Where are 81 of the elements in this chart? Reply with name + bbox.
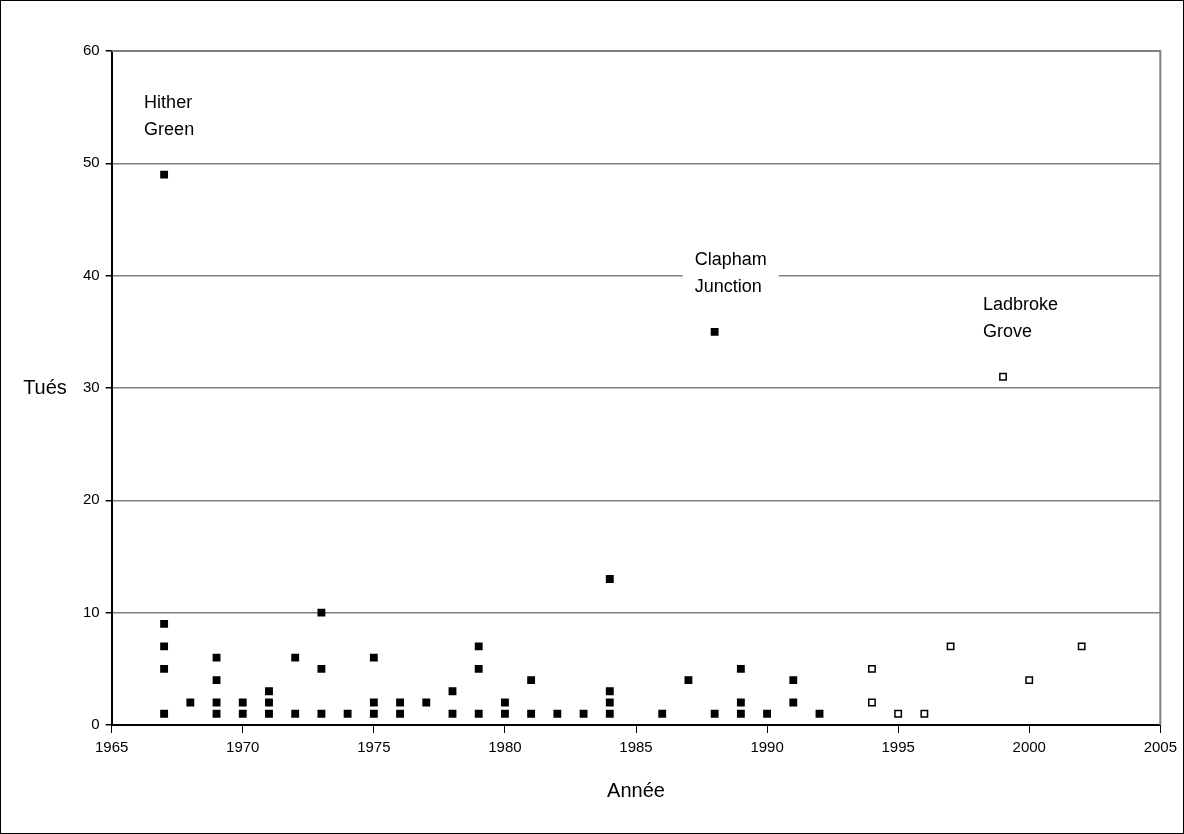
point	[160, 642, 169, 651]
point	[527, 709, 536, 718]
point	[317, 608, 326, 617]
point	[160, 619, 169, 628]
x-tick-label: 1965	[95, 738, 129, 756]
x-tick-label: 1980	[488, 738, 522, 756]
point	[212, 653, 221, 662]
point	[789, 698, 798, 707]
point	[553, 709, 562, 718]
y-axis-title: Tués	[23, 375, 67, 398]
point	[238, 709, 247, 718]
point	[684, 676, 693, 684]
point	[605, 687, 614, 696]
point	[999, 372, 1007, 381]
point	[265, 709, 273, 718]
point	[369, 653, 378, 662]
point	[396, 698, 404, 707]
point	[710, 709, 719, 718]
point	[422, 698, 431, 707]
y-tick-label: 30	[83, 378, 100, 396]
point	[160, 664, 169, 673]
point	[736, 709, 745, 718]
point	[658, 709, 667, 718]
point	[868, 664, 876, 673]
y-tick-label: 20	[83, 490, 100, 508]
annotation: Hither Green	[144, 91, 195, 139]
point	[579, 709, 588, 718]
point	[212, 676, 221, 684]
point	[317, 709, 326, 718]
point	[448, 709, 457, 718]
point	[474, 642, 483, 651]
y-tick-label: 0	[91, 715, 100, 733]
x-tick-label: 1970	[226, 738, 260, 756]
point	[186, 698, 195, 707]
point	[1025, 676, 1034, 684]
point	[265, 698, 273, 707]
point	[920, 709, 929, 718]
point	[265, 687, 273, 696]
x-tick-label: 1995	[881, 738, 915, 756]
point	[736, 698, 745, 707]
x-tick-label: 2000	[1012, 738, 1046, 756]
y-tick-label: 50	[83, 153, 100, 171]
y-tick-label: 10	[83, 602, 100, 620]
point	[605, 575, 614, 583]
x-tick-label: 1990	[750, 738, 784, 756]
point	[894, 709, 903, 718]
point	[343, 709, 352, 718]
point	[474, 709, 483, 718]
point	[160, 170, 169, 179]
point	[500, 709, 509, 718]
x-axis-title: Année	[607, 778, 665, 801]
point	[474, 664, 483, 673]
point	[789, 676, 798, 684]
point	[605, 698, 614, 707]
point	[448, 687, 457, 696]
annotation: Ladbroke Grove	[983, 293, 1059, 341]
point	[396, 709, 404, 718]
point	[946, 642, 955, 651]
point	[212, 709, 221, 718]
point	[710, 327, 719, 336]
point	[369, 709, 378, 718]
y-tick-label: 40	[83, 265, 100, 283]
y-tick-label: 60	[83, 41, 100, 59]
point	[238, 698, 247, 707]
point	[736, 664, 745, 673]
point	[527, 676, 536, 684]
x-tick-label: 1975	[357, 738, 391, 756]
point	[291, 709, 300, 718]
point	[291, 653, 300, 662]
point	[868, 698, 876, 707]
point	[1077, 642, 1086, 651]
x-tick-label: 2005	[1143, 738, 1177, 756]
point	[763, 709, 772, 718]
point	[605, 709, 614, 718]
x-tick-label: 1985	[619, 738, 653, 756]
point	[160, 709, 169, 718]
point	[500, 698, 509, 707]
annotation: Clapham Junction	[694, 248, 767, 296]
point	[815, 709, 824, 718]
point	[317, 664, 326, 673]
point	[369, 698, 378, 707]
